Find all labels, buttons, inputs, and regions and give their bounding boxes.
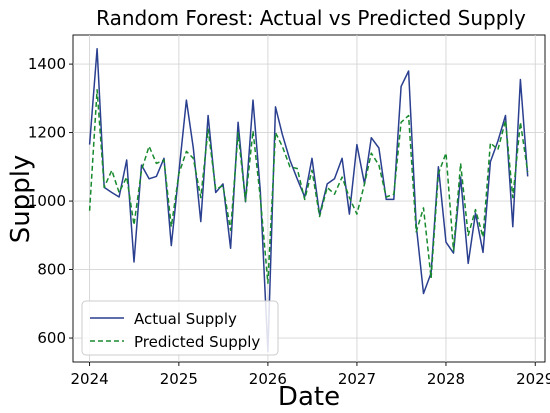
x-tick-label: 2026 (249, 370, 287, 388)
legend-label-predicted: Predicted Supply (134, 333, 260, 351)
y-axis: 600 800 1000 1200 1400 (28, 55, 73, 347)
legend-box (81, 300, 279, 356)
x-tick-label: 2025 (160, 370, 198, 388)
legend-label-actual: Actual Supply (134, 310, 237, 328)
x-tick-label: 2027 (338, 370, 376, 388)
x-tick-label: 2024 (70, 370, 108, 388)
series-layer (88, 47, 529, 353)
x-tick-label: 2028 (427, 370, 465, 388)
y-tick-label: 1400 (28, 55, 66, 73)
chart-title: Random Forest: Actual vs Predicted Suppl… (96, 6, 526, 30)
series-line-predicted (88, 89, 529, 284)
x-axis: 2024 2025 2026 2027 2028 2029 (70, 362, 550, 388)
legend: Actual Supply Predicted Supply (81, 300, 279, 356)
y-tick-label: 1000 (28, 192, 66, 210)
y-tick-label: 600 (37, 329, 66, 347)
y-tick-label: 1200 (28, 124, 66, 142)
x-tick-label: 2029 (516, 370, 550, 388)
x-axis-label: Date (278, 382, 340, 412)
y-axis-label: Supply (6, 155, 36, 244)
y-tick-label: 800 (37, 261, 66, 279)
